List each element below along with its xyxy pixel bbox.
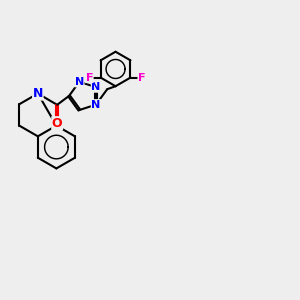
Text: F: F	[85, 73, 93, 82]
Text: N: N	[91, 82, 101, 92]
Text: O: O	[52, 117, 62, 130]
Text: N: N	[75, 77, 84, 87]
Text: N: N	[33, 87, 43, 100]
Text: N: N	[91, 100, 101, 110]
Text: F: F	[138, 73, 146, 82]
